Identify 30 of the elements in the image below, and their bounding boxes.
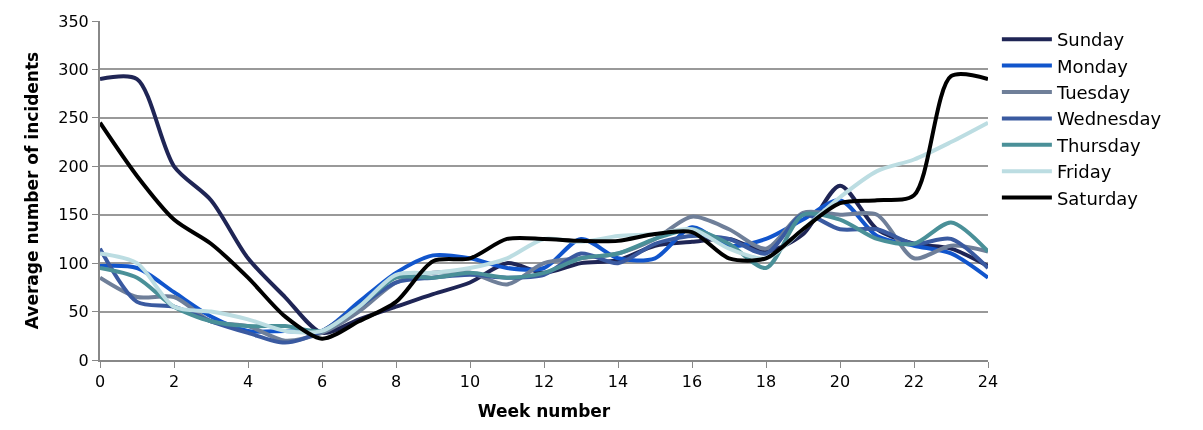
y-tick-label: 100 (58, 253, 89, 273)
legend-label: Sunday (1056, 29, 1125, 51)
y-tick-label: 150 (58, 205, 89, 225)
x-tick-label: 10 (459, 372, 481, 392)
legend-label: Friday (1056, 161, 1112, 183)
legend-label: Tuesday (1055, 82, 1131, 104)
x-tick-label: 8 (390, 372, 402, 392)
y-tick-label: 50 (68, 302, 89, 322)
legend-label: Saturday (1056, 187, 1139, 209)
x-tick-label: 22 (903, 372, 925, 392)
x-tick-label: 20 (829, 372, 851, 392)
y-axis-title: Average number of incidents (22, 51, 43, 330)
legend-label: Thursday (1055, 134, 1141, 156)
x-tick-label: 12 (533, 372, 555, 392)
y-tick-label: 200 (58, 156, 89, 176)
x-tick-label: 24 (977, 372, 999, 392)
legend-label: Monday (1056, 55, 1129, 77)
x-tick-label: 16 (681, 372, 703, 392)
x-tick-label: 0 (94, 372, 106, 392)
y-tick-label: 0 (78, 350, 89, 370)
x-tick-label: 6 (316, 372, 328, 392)
x-axis-title: Week number (477, 401, 611, 422)
x-tick-label: 18 (755, 372, 777, 392)
y-tick-label: 250 (58, 108, 89, 128)
y-tick-label: 350 (58, 11, 89, 31)
x-tick-label: 4 (242, 372, 254, 392)
legend-label: Wednesday (1056, 108, 1162, 130)
y-tick-label: 300 (58, 60, 89, 80)
x-tick-label: 2 (168, 372, 180, 392)
x-tick-label: 14 (607, 372, 629, 392)
